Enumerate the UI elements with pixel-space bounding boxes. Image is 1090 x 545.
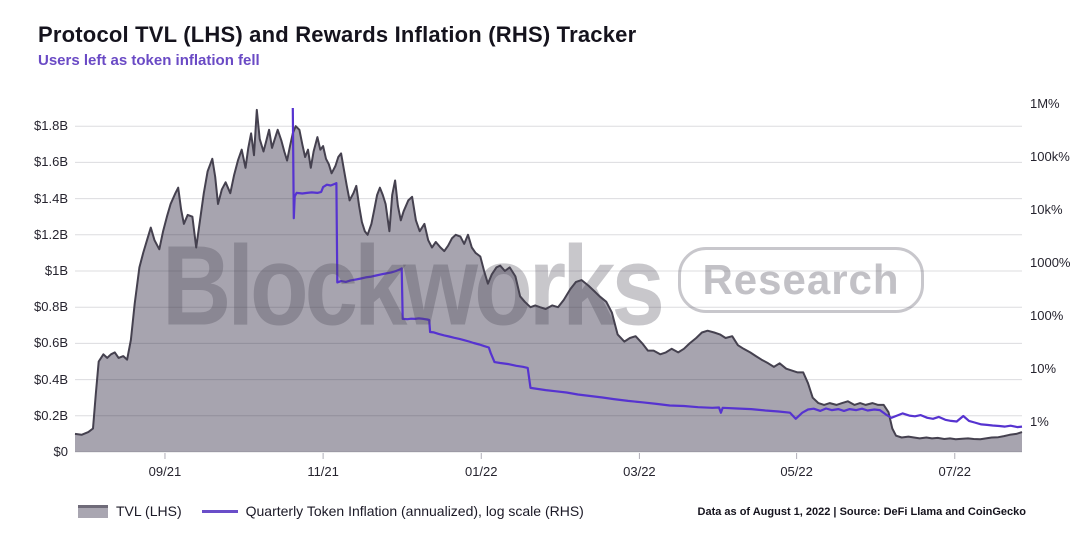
x-axis-label: 09/21 bbox=[148, 464, 182, 479]
y-axis-label-left: $0.6B bbox=[34, 335, 68, 351]
legend: TVL (LHS) Quarterly Token Inflation (ann… bbox=[78, 503, 584, 519]
y-axis-label-left: $1.2B bbox=[34, 226, 68, 242]
y-axis-label-right: 100k% bbox=[1030, 149, 1070, 164]
y-axis-label-left: $0.2B bbox=[34, 407, 68, 423]
legend-label-inflation: Quarterly Token Inflation (annualized), … bbox=[245, 503, 584, 519]
y-axis-label-left: $1.6B bbox=[34, 154, 68, 170]
y-axis-label-right: 100% bbox=[1030, 308, 1064, 323]
x-axis-label: 07/22 bbox=[938, 464, 972, 479]
x-axis-label: 03/22 bbox=[623, 464, 656, 479]
tvl-area-fill bbox=[75, 109, 1022, 453]
legend-label-tvl: TVL (LHS) bbox=[116, 503, 182, 519]
inflation-line-swatch-icon bbox=[201, 509, 238, 513]
tvl-area-outline bbox=[74, 108, 1023, 441]
x-axis-label: 11/21 bbox=[307, 464, 339, 479]
y-axis-label-right: 10% bbox=[1030, 361, 1057, 376]
page-title: Protocol TVL (LHS) and Rewards Inflation… bbox=[38, 22, 637, 47]
y-axis-label-right: 1000% bbox=[1030, 255, 1071, 270]
y-axis-label-left: $1.8B bbox=[34, 118, 68, 134]
y-axis-label-left: $1.4B bbox=[34, 190, 68, 206]
y-axis-label-left: $0.4B bbox=[34, 371, 68, 387]
tvl-area-swatch-icon bbox=[78, 504, 108, 518]
x-axis-label: 01/22 bbox=[464, 464, 498, 479]
source-note: Data as of August 1, 2022 | Source: DeFi… bbox=[697, 506, 1026, 518]
inflation-line bbox=[291, 107, 1023, 429]
x-axis-label: 05/22 bbox=[780, 464, 813, 479]
y-axis-label-right: 1M% bbox=[1030, 96, 1060, 111]
y-axis-label-left: $0 bbox=[53, 444, 68, 459]
y-axis-label-right: 1% bbox=[1030, 414, 1049, 429]
y-axis-label-left: $0.8B bbox=[34, 299, 68, 315]
y-axis-label-left: $1B bbox=[44, 263, 68, 278]
page-subtitle: Users left as token inflation fell bbox=[38, 52, 260, 69]
y-axis-label-right: 10k% bbox=[1030, 202, 1063, 217]
